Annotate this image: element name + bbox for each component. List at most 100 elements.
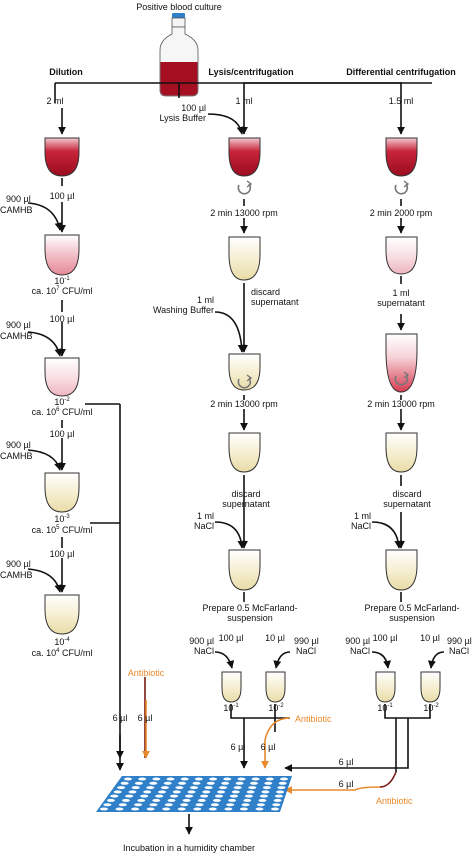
lysis-vol-a: 100 µl <box>218 633 244 643</box>
lysis-vol-b: 10 µl <box>265 633 285 643</box>
lysis-antibiotic-lines <box>261 717 291 769</box>
lysis-spin-1: 2 min 13000 rpm <box>210 208 278 218</box>
dilution-transfer-2: 100 µl <box>49 314 75 324</box>
plate-well <box>226 803 235 807</box>
plate-well <box>197 798 206 802</box>
differential-tube-spun-2 <box>385 432 418 473</box>
plate-well <box>185 794 194 798</box>
lysis-prepare-2: suspension <box>227 613 273 623</box>
plate-well <box>255 807 264 811</box>
plate-well <box>241 803 250 807</box>
plate-well <box>166 777 175 781</box>
lysis-discard-1-b: supernatant <box>251 297 299 307</box>
plate-well <box>118 803 127 807</box>
plate-well <box>202 790 211 794</box>
differential-tube-blood <box>385 137 418 177</box>
dilution-arrows <box>27 83 124 759</box>
plate-well <box>239 807 248 811</box>
lysis-arrows <box>207 98 291 769</box>
differential-vol-b: 10 µl <box>420 633 440 643</box>
lysis-discard-2-b: supernatant <box>222 499 270 509</box>
lysis-diluent-a-volume: 900 µl <box>189 636 214 646</box>
lysis-tube-spun-1 <box>228 236 261 281</box>
plate-well <box>206 781 215 785</box>
plate-well <box>134 781 143 785</box>
lysis-antibiotic-label: Antibiotic <box>295 714 332 724</box>
plate-well <box>194 777 203 781</box>
dilution-antibiotic-label: Antibiotic <box>127 668 165 678</box>
dilution-factor-1: 10-1 <box>54 276 70 286</box>
plate-well <box>164 803 173 807</box>
source-label: Positive blood culture <box>136 2 222 12</box>
dilution-conc-4: ca. 104 CFU/ml <box>31 648 93 658</box>
plate-well <box>138 777 147 781</box>
differential-inoculum-1: 6 µl <box>338 757 354 767</box>
blood-culture-bottle-icon <box>159 13 199 97</box>
lysis-discard-1-a: discard <box>251 287 281 297</box>
plate-well <box>149 803 158 807</box>
plate-well <box>280 777 288 781</box>
lysis-diluent-b-name: NaCl <box>296 646 317 656</box>
differential-factor-b: 10-2 <box>423 703 439 713</box>
dilution-conc-1: ca. 107 CFU/ml <box>31 286 93 296</box>
differential-heading: Differential centrifugation <box>346 67 456 77</box>
plate-well <box>124 777 132 781</box>
differential-discard-b: supernatant <box>383 499 431 509</box>
plate-well <box>273 798 282 802</box>
plate-well <box>146 807 155 811</box>
lysis-nacl-volume: 1 ml <box>196 511 214 521</box>
plate-well <box>131 807 140 811</box>
plate-well <box>224 807 233 811</box>
dilution-diluent-3-medium: CAMHB <box>0 451 33 461</box>
plate-well <box>243 798 252 802</box>
lysis-tube-spun-2 <box>228 432 261 473</box>
plate-well <box>180 777 189 781</box>
plate-well <box>137 798 146 802</box>
lysis-spin-2: 2 min 13000 rpm <box>210 399 278 409</box>
plate-well <box>152 798 161 802</box>
plate-well <box>208 807 217 811</box>
dilution-inoculum-1: 6 µl <box>112 713 128 723</box>
lysis-heading: Lysis/centrifugation <box>208 67 294 77</box>
dilution-factor-2: 10-2 <box>54 397 70 407</box>
plate-well <box>117 786 126 790</box>
plate-well <box>244 794 253 798</box>
lysis-buffer-name: Lysis Buffer <box>159 113 206 123</box>
differential-factor-a: 10-1 <box>377 703 393 713</box>
plate-well <box>158 790 166 794</box>
plate-well <box>170 794 179 798</box>
lysis-small-tube-1 <box>221 671 242 703</box>
differential-diluent-a-name: NaCl <box>349 646 370 656</box>
plate-well <box>264 781 273 785</box>
lysis-tube-washed <box>228 353 261 391</box>
differential-vol-a: 100 µl <box>372 633 398 643</box>
dilution-tube-1 <box>44 234 80 276</box>
lysis-factor-a: 10-1 <box>223 703 239 713</box>
plate-well <box>230 794 238 798</box>
plate-well <box>180 803 189 807</box>
plate-well <box>149 781 158 785</box>
plate-well <box>115 807 124 811</box>
centrifuge-icon <box>394 180 410 195</box>
plate-well <box>200 794 209 798</box>
plate-well <box>233 786 242 790</box>
differential-small-tube-1 <box>375 671 396 703</box>
dilution-initial-volume: 2 ml <box>46 96 64 106</box>
plate-well <box>262 786 271 790</box>
plate-well <box>162 807 171 811</box>
plate-well <box>131 786 140 790</box>
dilution-transfer-3: 100 µl <box>49 429 75 439</box>
dilution-transfer-4: 100 µl <box>49 549 75 559</box>
lysis-diluent-b-volume: 990 µl <box>294 636 319 646</box>
dilution-diluent-2-medium: CAMHB <box>0 331 33 341</box>
plate-well <box>259 794 268 798</box>
plate-well <box>278 781 287 785</box>
dilution-diluent-1-medium: CAMHB <box>0 205 33 215</box>
differential-spin-2: 2 min 13000 rpm <box>367 399 435 409</box>
lysis-wash-name: Washing Buffer <box>152 305 214 315</box>
plate-well <box>160 786 169 790</box>
dilution-tube-2 <box>44 357 80 397</box>
plate-well <box>122 798 130 802</box>
lysis-discard-2-a: discard <box>231 489 261 499</box>
